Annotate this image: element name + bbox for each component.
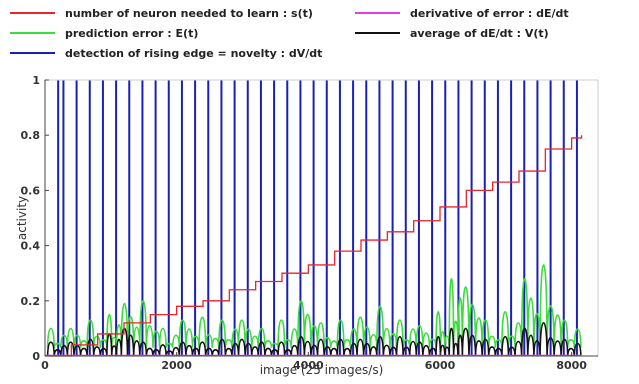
y-tick-label: 0.2 — [21, 295, 41, 308]
plot-area — [45, 80, 583, 357]
y-tick-label: 1 — [32, 74, 40, 87]
x-tick-label: 0 — [41, 359, 49, 372]
y-tick-label: 0.4 — [21, 240, 41, 253]
y-tick-label: 0.8 — [21, 129, 41, 142]
x-tick-label: 4000 — [293, 359, 324, 372]
y-axis-title: activity — [15, 196, 29, 240]
x-tick-label: 8000 — [556, 359, 587, 372]
legend: number of neuron needed to learn : s(t) d… — [10, 7, 569, 60]
axes: 0 0.2 0.4 0.6 0.8 1 0 2000 4000 6000 8000 — [21, 74, 599, 372]
neurons-needed-line — [45, 135, 583, 357]
legend-label: prediction error : E(t) — [65, 27, 198, 40]
legend-label: average of dE/dt : V(t) — [410, 27, 549, 40]
legend-label: number of neuron needed to learn : s(t) — [65, 7, 313, 20]
legend-label: detection of rising edge = novelty : dV/… — [65, 47, 322, 60]
y-tick-label: 0 — [32, 350, 40, 363]
legend-label: derivative of error : dE/dt — [410, 7, 569, 20]
plot-frame — [44, 79, 599, 357]
x-tick-label: 2000 — [161, 359, 192, 372]
y-tick-label: 0.6 — [21, 184, 41, 197]
x-tick-label: 6000 — [425, 359, 456, 372]
x-axis-title: image (25 images/s) — [260, 363, 384, 377]
